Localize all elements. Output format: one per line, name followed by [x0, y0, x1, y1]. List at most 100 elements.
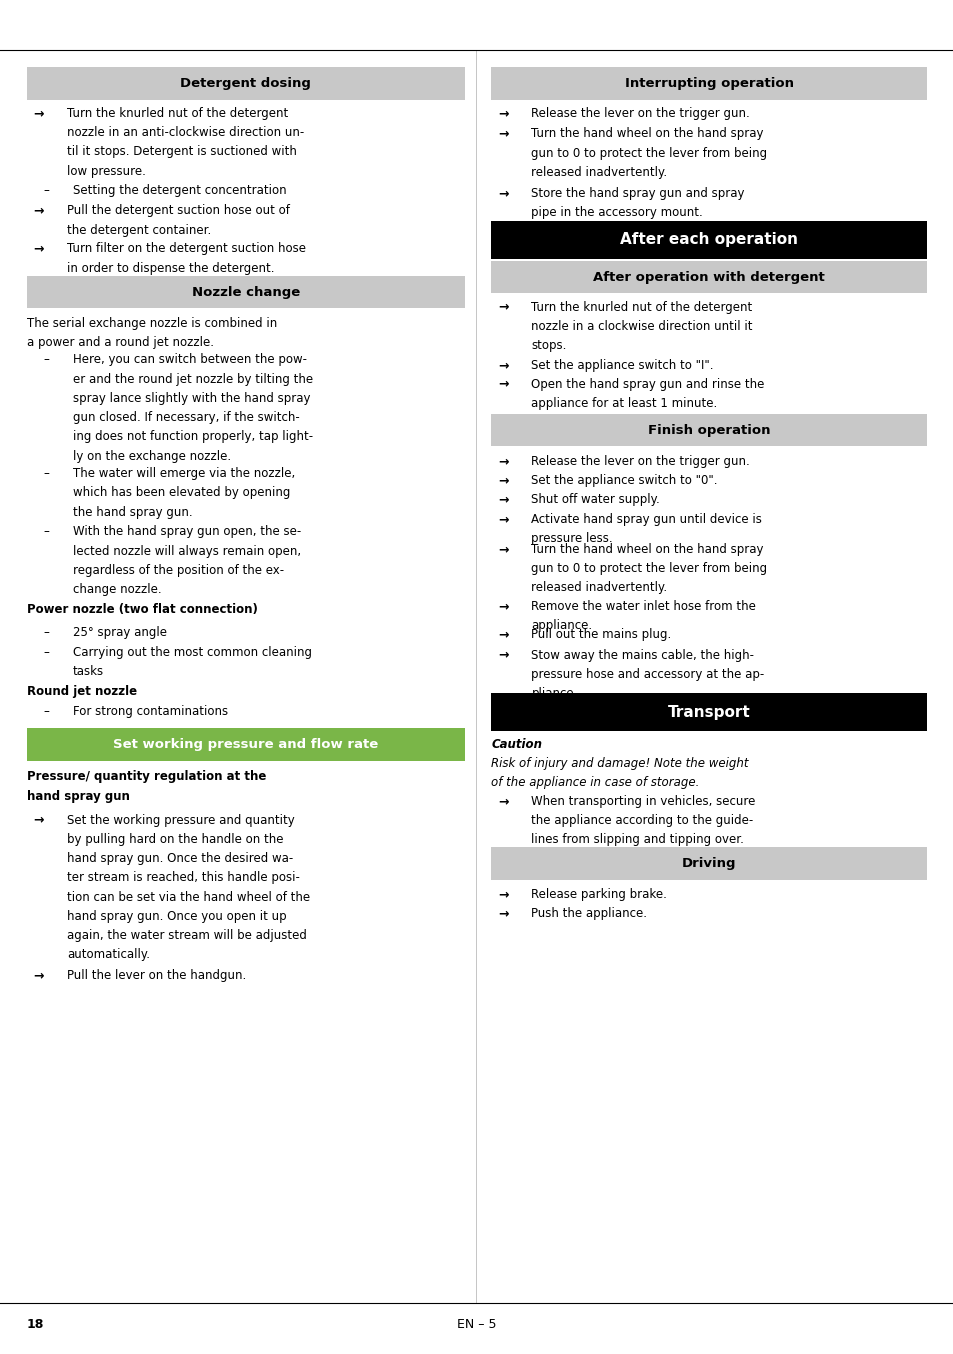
Text: →: → [33, 814, 44, 827]
Text: pipe in the accessory mount.: pipe in the accessory mount. [531, 206, 702, 219]
Text: →: → [33, 969, 44, 983]
Bar [491, 693, 926, 731]
Text: gun to 0 to protect the lever from being: gun to 0 to protect the lever from being [531, 562, 767, 575]
Text: –: – [44, 467, 50, 481]
Text: hand spray gun: hand spray gun [27, 789, 130, 803]
Text: the hand spray gun.: the hand spray gun. [72, 505, 192, 519]
Text: →: → [497, 107, 508, 121]
Text: Stow away the mains cable, the high-: Stow away the mains cable, the high- [531, 649, 754, 662]
Text: Here, you can switch between the pow-: Here, you can switch between the pow- [72, 353, 306, 367]
Text: Release the lever on the trigger gun.: Release the lever on the trigger gun. [531, 455, 749, 468]
Text: stops.: stops. [531, 338, 566, 352]
Text: Power nozzle (two flat connection): Power nozzle (two flat connection) [27, 603, 257, 616]
Text: Detergent dosing: Detergent dosing [180, 77, 311, 89]
Text: released inadvertently.: released inadvertently. [531, 581, 667, 594]
Text: Set the appliance switch to "0".: Set the appliance switch to "0". [531, 474, 717, 487]
Bar [27, 276, 464, 309]
Text: –: – [44, 525, 50, 539]
Text: released inadvertently.: released inadvertently. [531, 165, 667, 179]
Bar [491, 414, 926, 447]
Text: Open the hand spray gun and rinse the: Open the hand spray gun and rinse the [531, 378, 764, 391]
Text: Pull the lever on the handgun.: Pull the lever on the handgun. [67, 969, 246, 983]
Text: tasks: tasks [72, 665, 104, 678]
Text: a power and a round jet nozzle.: a power and a round jet nozzle. [27, 336, 213, 349]
Text: Store the hand spray gun and spray: Store the hand spray gun and spray [531, 187, 744, 200]
Text: →: → [497, 795, 508, 808]
Text: Turn the knurled nut of the detergent: Turn the knurled nut of the detergent [531, 301, 752, 314]
Text: er and the round jet nozzle by tilting the: er and the round jet nozzle by tilting t… [72, 372, 313, 386]
Text: →: → [497, 474, 508, 487]
Text: Release the lever on the trigger gun.: Release the lever on the trigger gun. [531, 107, 749, 121]
Text: change nozzle.: change nozzle. [72, 584, 161, 596]
Text: Push the appliance.: Push the appliance. [531, 907, 647, 921]
Text: →: → [497, 378, 508, 391]
Text: Risk of injury and damage! Note the weight: Risk of injury and damage! Note the weig… [491, 757, 748, 770]
Text: →: → [33, 204, 44, 218]
Text: For strong contaminations: For strong contaminations [72, 705, 228, 719]
Text: The serial exchange nozzle is combined in: The serial exchange nozzle is combined i… [27, 317, 276, 330]
Text: Turn filter on the detergent suction hose: Turn filter on the detergent suction hos… [67, 242, 306, 256]
Text: →: → [497, 513, 508, 527]
Text: Round jet nozzle: Round jet nozzle [27, 685, 136, 699]
Text: →: → [497, 543, 508, 556]
Bar [27, 728, 464, 761]
Text: Carrying out the most common cleaning: Carrying out the most common cleaning [72, 646, 312, 659]
Text: pliance.: pliance. [531, 686, 578, 700]
Text: Finish operation: Finish operation [647, 424, 770, 436]
Bar [491, 68, 926, 100]
Text: →: → [497, 600, 508, 613]
Text: –: – [44, 705, 50, 719]
Text: tion can be set via the hand wheel of the: tion can be set via the hand wheel of th… [67, 891, 310, 903]
Text: After each operation: After each operation [619, 232, 798, 246]
Text: again, the water stream will be adjusted: again, the water stream will be adjusted [67, 929, 306, 942]
Text: Remove the water inlet hose from the: Remove the water inlet hose from the [531, 600, 756, 613]
Text: –: – [44, 353, 50, 367]
Text: 25° spray angle: 25° spray angle [72, 626, 167, 639]
Text: low pressure.: low pressure. [67, 165, 146, 177]
Text: –: – [44, 626, 50, 639]
Text: Nozzle change: Nozzle change [192, 286, 299, 298]
Text: Driving: Driving [681, 857, 736, 869]
Text: Pressure/ quantity regulation at the: Pressure/ quantity regulation at the [27, 770, 266, 784]
Bar [491, 261, 926, 294]
Text: the appliance according to the guide-: the appliance according to the guide- [531, 814, 753, 827]
Text: lected nozzle will always remain open,: lected nozzle will always remain open, [72, 544, 300, 558]
Text: →: → [33, 242, 44, 256]
Text: of the appliance in case of storage.: of the appliance in case of storage. [491, 776, 699, 789]
Text: –: – [44, 646, 50, 659]
Text: til it stops. Detergent is suctioned with: til it stops. Detergent is suctioned wit… [67, 145, 296, 158]
Text: →: → [497, 127, 508, 141]
Text: gun closed. If necessary, if the switch-: gun closed. If necessary, if the switch- [72, 412, 299, 424]
Text: ing does not function properly, tap light-: ing does not function properly, tap ligh… [72, 431, 313, 443]
Text: –: – [44, 184, 50, 198]
Text: hand spray gun. Once the desired wa-: hand spray gun. Once the desired wa- [67, 852, 293, 865]
Text: ter stream is reached, this handle posi-: ter stream is reached, this handle posi- [67, 872, 299, 884]
Text: Set the working pressure and quantity: Set the working pressure and quantity [67, 814, 294, 827]
Text: Release parking brake.: Release parking brake. [531, 888, 666, 902]
Text: →: → [497, 493, 508, 506]
Text: →: → [497, 187, 508, 200]
Text: spray lance slightly with the hand spray: spray lance slightly with the hand spray [72, 391, 310, 405]
Text: With the hand spray gun open, the se-: With the hand spray gun open, the se- [72, 525, 300, 539]
Text: →: → [497, 649, 508, 662]
Text: Setting the detergent concentration: Setting the detergent concentration [72, 184, 286, 198]
Text: →: → [497, 888, 508, 902]
Text: gun to 0 to protect the lever from being: gun to 0 to protect the lever from being [531, 146, 767, 160]
Text: 18: 18 [27, 1317, 44, 1331]
Text: EN – 5: EN – 5 [456, 1317, 497, 1331]
Text: which has been elevated by opening: which has been elevated by opening [72, 486, 290, 500]
Text: Set the appliance switch to "I".: Set the appliance switch to "I". [531, 359, 713, 372]
Text: The water will emerge via the nozzle,: The water will emerge via the nozzle, [72, 467, 294, 481]
Text: When transporting in vehicles, secure: When transporting in vehicles, secure [531, 795, 755, 808]
Text: Turn the knurled nut of the detergent: Turn the knurled nut of the detergent [67, 107, 288, 121]
Text: Transport: Transport [667, 704, 750, 719]
Text: →: → [497, 907, 508, 921]
Text: in order to dispense the detergent.: in order to dispense the detergent. [67, 261, 274, 275]
Text: Pull out the mains plug.: Pull out the mains plug. [531, 628, 671, 642]
Text: Shut off water supply.: Shut off water supply. [531, 493, 659, 506]
Text: appliance.: appliance. [531, 619, 592, 632]
Text: Turn the hand wheel on the hand spray: Turn the hand wheel on the hand spray [531, 127, 763, 141]
Bar [491, 848, 926, 880]
Bar [491, 221, 926, 259]
Text: →: → [497, 359, 508, 372]
